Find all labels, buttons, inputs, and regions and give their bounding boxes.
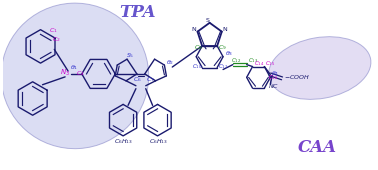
- Text: $-COOH$: $-COOH$: [284, 73, 310, 81]
- Text: S: S: [206, 18, 210, 23]
- Text: TPA: TPA: [119, 4, 156, 21]
- Text: $C_8$: $C_8$: [194, 43, 203, 52]
- Ellipse shape: [269, 37, 371, 99]
- Text: $N_3$: $N_3$: [60, 68, 70, 78]
- Text: $\theta_2$: $\theta_2$: [166, 58, 175, 67]
- Text: $C_{16}$: $C_{16}$: [268, 73, 279, 82]
- Text: $NC$: $NC$: [268, 82, 279, 90]
- Text: $C_6$: $C_6$: [133, 75, 142, 84]
- Ellipse shape: [1, 3, 149, 149]
- Text: CAA: CAA: [298, 139, 337, 156]
- Text: $S_5$: $S_5$: [126, 51, 135, 60]
- Text: $C_4$: $C_4$: [76, 69, 85, 78]
- Text: $\theta_1$: $\theta_1$: [70, 63, 78, 72]
- Text: $C_6H_{13}$: $C_6H_{13}$: [149, 137, 168, 146]
- Text: $C_{12}$: $C_{12}$: [231, 56, 241, 65]
- Text: N: N: [192, 27, 196, 32]
- Text: $\theta_4$: $\theta_4$: [271, 69, 280, 78]
- Text: $C_{10}$: $C_{10}$: [192, 63, 203, 71]
- Text: N: N: [223, 27, 228, 32]
- Text: $\theta_3$: $\theta_3$: [225, 49, 233, 58]
- Text: $C_9$: $C_9$: [218, 43, 227, 52]
- Text: $C_1$: $C_1$: [50, 26, 58, 35]
- Text: $C_{15}$: $C_{15}$: [265, 59, 276, 67]
- Text: $C_{13}$: $C_{13}$: [248, 56, 258, 65]
- Text: $C_2$: $C_2$: [52, 36, 61, 44]
- Text: $C_{11}$: $C_{11}$: [218, 63, 229, 71]
- Text: $C_7$: $C_7$: [146, 75, 155, 84]
- Text: $C_{14}$: $C_{14}$: [254, 59, 264, 67]
- Text: $C_6H_{13}$: $C_6H_{13}$: [114, 137, 133, 146]
